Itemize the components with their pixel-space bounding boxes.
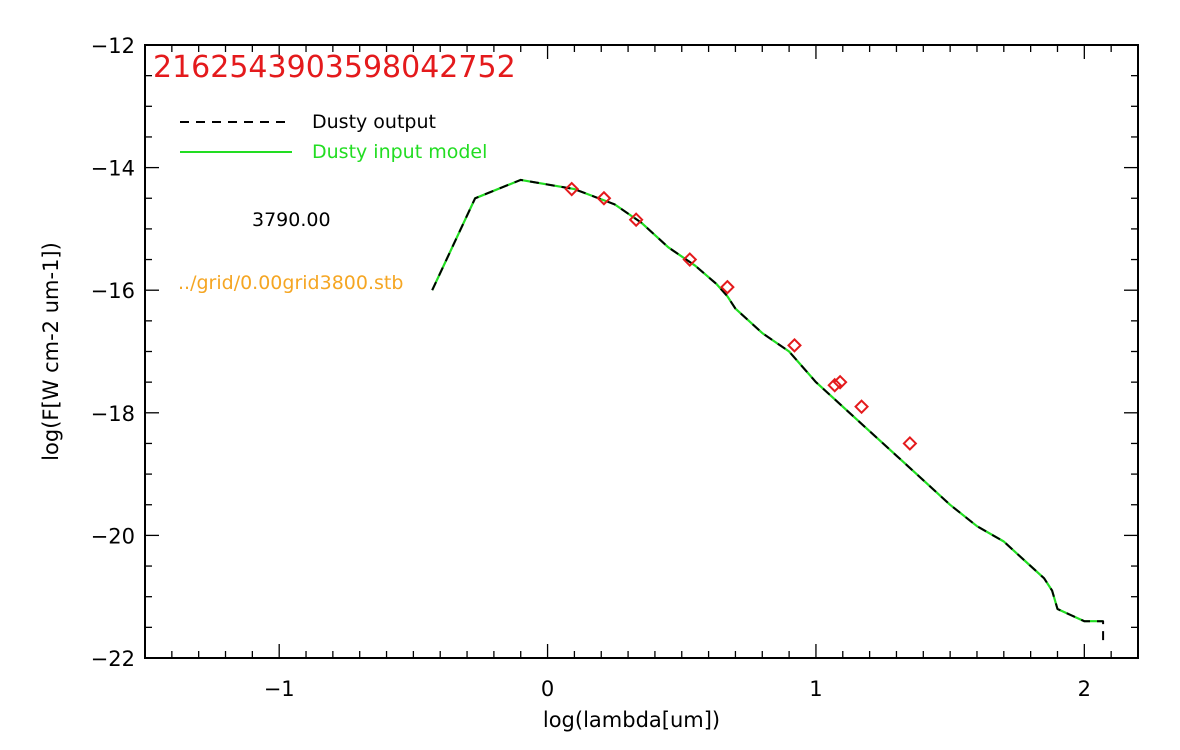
y-tick-label: −12 — [91, 34, 135, 58]
marker-layer — [564, 181, 918, 451]
data-point-marker — [682, 252, 698, 267]
x-tick-label: 1 — [809, 677, 822, 701]
data-point-marker — [832, 374, 848, 390]
series-line-dusty-output — [431, 178, 1105, 646]
y-tick-label: −18 — [91, 402, 135, 426]
y-tick-label: −14 — [91, 157, 135, 181]
plot-frame — [144, 44, 1139, 659]
data-point-marker — [854, 399, 869, 415]
y-axis-label: log(F[W cm-2 um-1]) — [39, 242, 63, 461]
data-point-marker — [628, 212, 644, 228]
legend-label-dusty-output: Dusty output — [312, 111, 436, 133]
x-tick-label: −1 — [264, 677, 295, 701]
x-axis-label: log(lambda[um]) — [543, 708, 720, 732]
data-point-marker — [827, 377, 843, 393]
y-tick-label: −22 — [91, 647, 135, 671]
data-point-marker — [719, 279, 735, 295]
chart-title: 2162543903598042752 — [153, 50, 516, 85]
tick-labels: −1 0 1 2 −12 −14 −16 −18 −20 −22 — [91, 34, 1091, 701]
annotation-temperature: 3790.00 — [252, 209, 331, 231]
annotation-grid-file: ../grid/0.00grid3800.stb — [178, 272, 403, 294]
y-tick-label: −16 — [91, 279, 135, 303]
data-point-marker — [564, 181, 580, 197]
x-tick-label: 0 — [541, 677, 554, 701]
legend-label-dusty-input-model: Dusty input model — [312, 141, 487, 163]
legend: Dusty output Dusty input model — [180, 111, 487, 163]
y-tick-label: −20 — [91, 524, 135, 548]
x-tick-label: 2 — [1078, 677, 1091, 701]
data-point-marker — [596, 190, 612, 206]
data-point-marker — [787, 337, 802, 353]
data-point-marker — [902, 436, 918, 451]
